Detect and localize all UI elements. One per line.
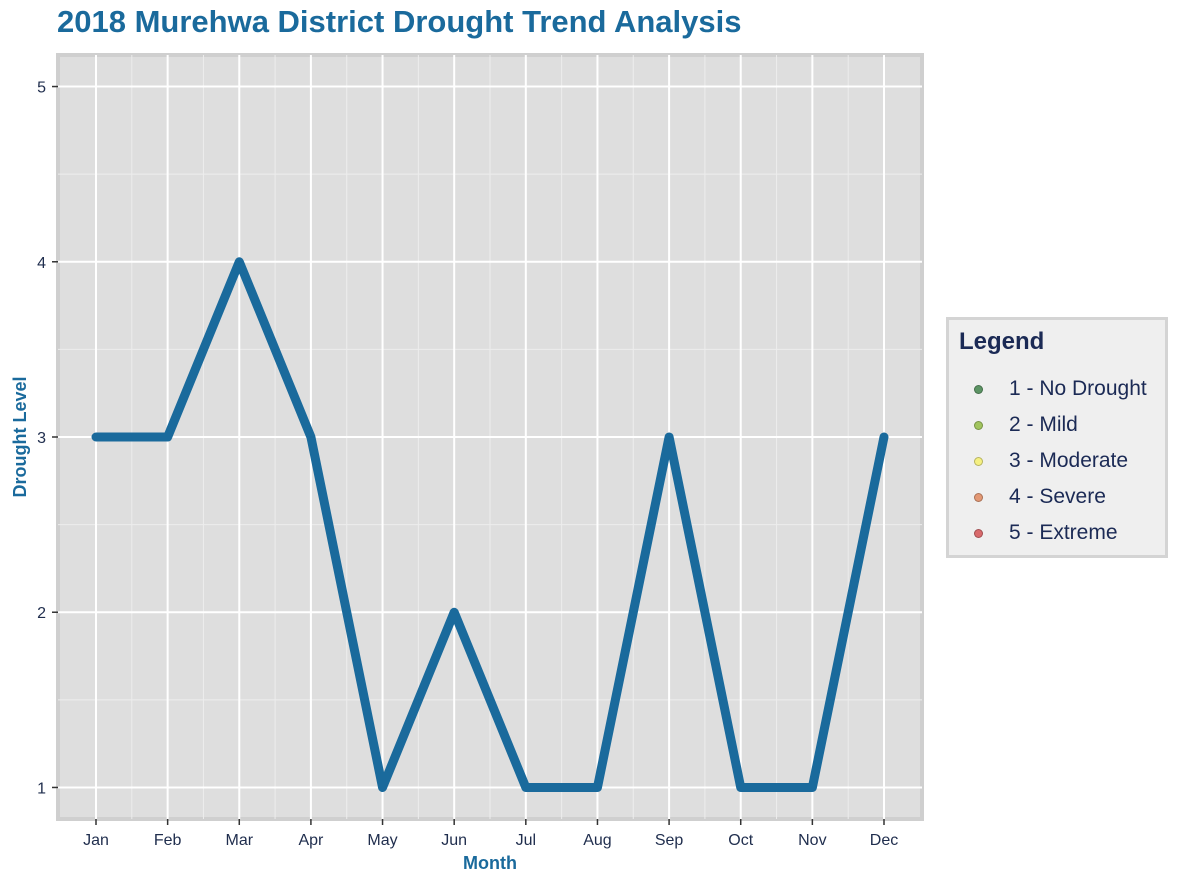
x-tick-label-feb: Feb <box>154 832 182 849</box>
legend-key-extreme <box>974 529 983 538</box>
data-point-jun <box>453 611 455 613</box>
data-point-jul <box>525 786 527 788</box>
chart-title: 2018 Murehwa District Drought Trend Anal… <box>57 4 742 39</box>
series-line <box>91 257 889 792</box>
legend-label: 2 - Mild <box>1009 413 1078 436</box>
x-tick-label-jan: Jan <box>83 832 109 849</box>
axes: 1 2 3 4 5 Jan Feb Mar Apr May Jun Jul Aug Sep Oct Nov De… <box>37 80 898 849</box>
legend-label: 3 - Moderate <box>1009 449 1129 472</box>
y-tick-label: 4 <box>37 255 46 272</box>
data-point-mar <box>238 261 240 263</box>
legend-item-severe: 4 - Severe <box>949 485 1165 511</box>
y-tick-label: 3 <box>37 430 46 447</box>
legend-item-no-drought: 1 - No Drought <box>949 377 1165 403</box>
data-point-apr <box>310 436 312 438</box>
data-point-dec <box>883 436 885 438</box>
legend-label: 5 - Extreme <box>1009 521 1118 544</box>
legend-item-moderate: 3 - Moderate <box>949 449 1165 475</box>
x-axis-title: Month <box>463 853 517 873</box>
legend-key-no-drought <box>974 385 983 394</box>
legend: Legend 1 - No Drought 2 - Mild 3 - Moder… <box>946 317 1168 558</box>
x-tick-label-sep: Sep <box>655 832 684 849</box>
legend-item-mild: 2 - Mild <box>949 413 1165 439</box>
x-tick-label-apr: Apr <box>298 832 324 849</box>
data-point-nov <box>811 786 813 788</box>
data-point-jan <box>95 436 97 438</box>
legend-key-moderate <box>974 457 983 466</box>
x-tick-label-aug: Aug <box>583 832 611 849</box>
legend-label: 1 - No Drought <box>1009 377 1147 400</box>
x-tick-label-mar: Mar <box>225 832 253 849</box>
data-point-feb <box>167 436 169 438</box>
legend-title: Legend <box>959 328 1045 355</box>
data-point-oct <box>740 786 742 788</box>
x-tick-label-dec: Dec <box>870 832 898 849</box>
data-point-sep <box>668 436 670 438</box>
series-layer <box>91 257 889 792</box>
x-tick-label-oct: Oct <box>728 832 753 849</box>
x-tick-label-jun: Jun <box>441 832 467 849</box>
data-point-aug <box>596 786 598 788</box>
x-tick-label-jul: Jul <box>516 832 536 849</box>
y-tick-label: 2 <box>37 605 46 622</box>
x-tick-label-may: May <box>367 832 397 849</box>
legend-key-mild <box>974 421 983 430</box>
y-axis-title: Drought Level <box>10 376 30 497</box>
legend-label: 4 - Severe <box>1009 485 1106 508</box>
x-tick-label-nov: Nov <box>798 832 826 849</box>
data-point-may <box>382 786 384 788</box>
y-tick-label: 5 <box>37 80 46 97</box>
legend-key-severe <box>974 493 983 502</box>
y-tick-label: 1 <box>37 780 46 797</box>
legend-item-extreme: 5 - Extreme <box>949 521 1165 547</box>
